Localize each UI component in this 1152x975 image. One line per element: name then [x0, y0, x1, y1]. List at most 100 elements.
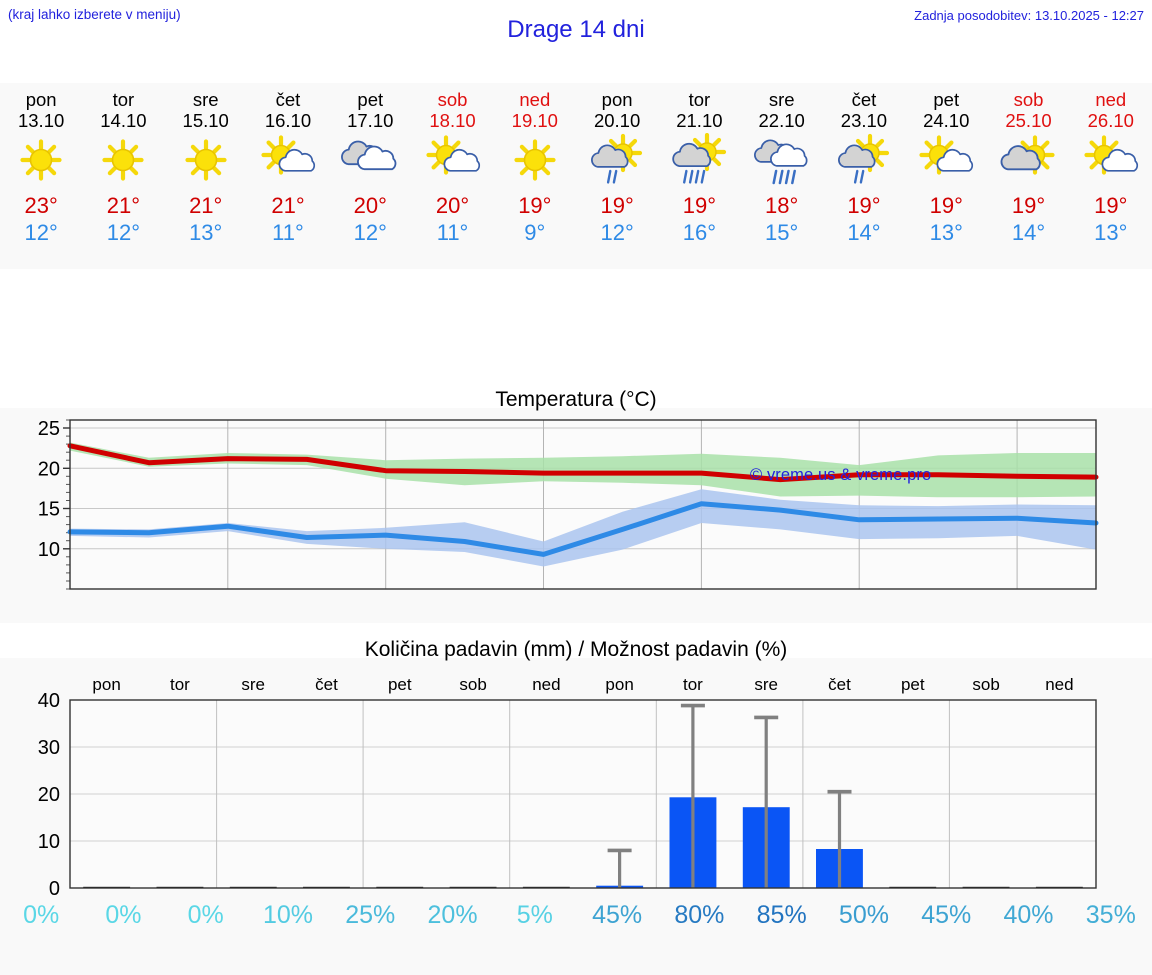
svg-text:40: 40 [38, 690, 60, 712]
precipitation-probability: 45% [921, 901, 972, 929]
precipitation-probability-row: 0% 0% 0% 10% 25% 20% 5% 45% 80% 85% 50% 45% 40% 35% [0, 898, 1152, 932]
weather-icon-sun-rain-light [585, 133, 649, 189]
day-name: pon [601, 89, 633, 110]
svg-text:0: 0 [49, 878, 60, 900]
day-max-temp: 20° [353, 193, 387, 218]
day-date: 19.10 [511, 110, 558, 131]
temperature-chart-title: Temperatura (°C) [495, 388, 657, 411]
day-max-temp: 19° [1011, 193, 1046, 218]
precipitation-probability: 50% [838, 901, 889, 929]
day-date: 14.10 [100, 110, 147, 131]
weather-icon-cloudy [338, 133, 402, 189]
temperature-chart-panel: Temperatura (°C) 10 15 20 25 [0, 378, 1152, 623]
svg-text:30: 30 [38, 737, 60, 759]
day-date: 22.10 [758, 110, 805, 131]
day-min-temp: 14° [1011, 220, 1046, 245]
weather-icon-sun-cloud [914, 133, 978, 189]
day-column[interactable]: sre 22.10 18° 15° [741, 83, 823, 269]
svg-text:10: 10 [38, 831, 60, 853]
precipitation-probability: 0% [105, 901, 142, 929]
day-date: 26.10 [1087, 110, 1134, 131]
page-header: (kraj lahko izberete v meniju) Drage 14 … [0, 0, 1152, 62]
day-date: 13.10 [17, 110, 65, 131]
precipitation-probability: 40% [1003, 901, 1054, 929]
svg-text:20: 20 [38, 458, 60, 480]
precipitation-probability: 0% [23, 901, 60, 929]
day-min-temp: 13° [1094, 220, 1128, 245]
day-column[interactable]: sre 15.10 21° 13° [165, 83, 247, 269]
svg-text:čet: čet [315, 675, 338, 694]
day-name: sre [768, 89, 795, 110]
day-min-temp: 11° [272, 220, 304, 245]
day-max-temp: 21° [271, 193, 305, 218]
day-min-temp: 12° [106, 220, 141, 245]
weather-icon-sunny [9, 133, 73, 189]
day-min-temp: 13° [189, 220, 223, 245]
day-max-temp: 19° [682, 193, 717, 218]
day-name: čet [851, 89, 877, 110]
precipitation-probability: 0% [187, 901, 224, 929]
weather-icon-cloud-sun [997, 133, 1061, 189]
day-column[interactable]: tor 14.10 21° 12° [82, 83, 164, 269]
weather-icon-sunny [174, 133, 238, 189]
day-column[interactable]: sob 25.10 19° 14° [987, 83, 1069, 269]
watermark-label: © vreme.us & vreme.pro [750, 466, 932, 484]
day-name: pet [357, 89, 384, 110]
svg-text:sre: sre [241, 675, 265, 694]
svg-text:pet: pet [388, 675, 412, 694]
day-date: 20.10 [593, 110, 641, 131]
day-column[interactable]: sob 18.10 20° 11° [411, 83, 493, 269]
day-column[interactable]: čet 23.10 19° 14° [823, 83, 905, 269]
weather-icon-sunny [91, 133, 155, 189]
day-date: 21.10 [676, 110, 723, 131]
svg-text:tor: tor [170, 675, 190, 694]
day-column[interactable]: pon 20.10 19° 12° [576, 83, 658, 269]
last-updated-label: Zadnja posodobitev: 13.10.2025 - 12:27 [914, 8, 1144, 23]
day-min-temp: 16° [682, 220, 717, 245]
day-date: 24.10 [923, 110, 970, 131]
weather-icon-sun-cloud [256, 133, 320, 189]
daily-forecast-strip: pon 13.10 23° 12° tor 14.10 21° 12° sre 15.10 21° 1… [0, 83, 1152, 269]
day-name: sre [192, 89, 219, 110]
day-date: 15.10 [182, 110, 229, 131]
svg-text:čet: čet [828, 675, 851, 694]
svg-text:10: 10 [38, 539, 60, 561]
day-min-temp: 11° [436, 220, 469, 245]
day-column[interactable]: pet 17.10 20° 12° [329, 83, 411, 269]
day-min-temp: 12° [600, 220, 634, 245]
day-column[interactable]: tor 21.10 19° 16° [658, 83, 740, 269]
day-max-temp: 21° [189, 193, 223, 218]
temperature-chart-svg: 10 15 20 25 [38, 418, 1099, 590]
day-name: ned [1095, 89, 1127, 110]
day-max-temp: 21° [106, 193, 141, 218]
day-min-temp: 14° [847, 220, 881, 245]
day-date: 16.10 [264, 110, 312, 131]
day-max-temp: 23° [24, 193, 58, 218]
day-name: pon [25, 89, 57, 110]
menu-hint-label: (kraj lahko izberete v meniju) [8, 7, 181, 22]
day-name: tor [112, 89, 135, 110]
precipitation-chart-panel: Količina padavin (mm) / Možnost padavin … [0, 630, 1152, 975]
day-max-temp: 19° [929, 193, 963, 218]
day-column[interactable]: ned 26.10 19° 13° [1070, 83, 1152, 269]
weather-icon-sun-rain [667, 133, 731, 189]
day-date: 18.10 [429, 110, 476, 131]
precipitation-chart-svg: pon tor sre čet pet sob ned pon tor sre čet pet sob n… [38, 675, 1097, 900]
day-date: 23.10 [840, 110, 888, 131]
day-column[interactable]: ned 19.10 19° 9° [494, 83, 576, 269]
day-column[interactable]: pon 13.10 23° 12° [0, 83, 82, 269]
precipitation-probability: 80% [674, 901, 725, 929]
day-min-temp: 9° [524, 220, 546, 245]
weather-icon-sun-cloud [1079, 133, 1143, 189]
precipitation-probability: 45% [592, 901, 643, 929]
day-date: 25.10 [1005, 110, 1052, 131]
svg-text:sob: sob [972, 675, 999, 694]
day-column[interactable]: čet 16.10 21° 11° [247, 83, 329, 269]
weather-icon-cloud-rain [750, 133, 814, 189]
day-column[interactable]: pet 24.10 19° 13° [905, 83, 987, 269]
precipitation-probability: 25% [345, 901, 396, 929]
day-name: pet [933, 89, 960, 110]
day-min-temp: 12° [353, 220, 387, 245]
svg-text:25: 25 [38, 418, 60, 440]
